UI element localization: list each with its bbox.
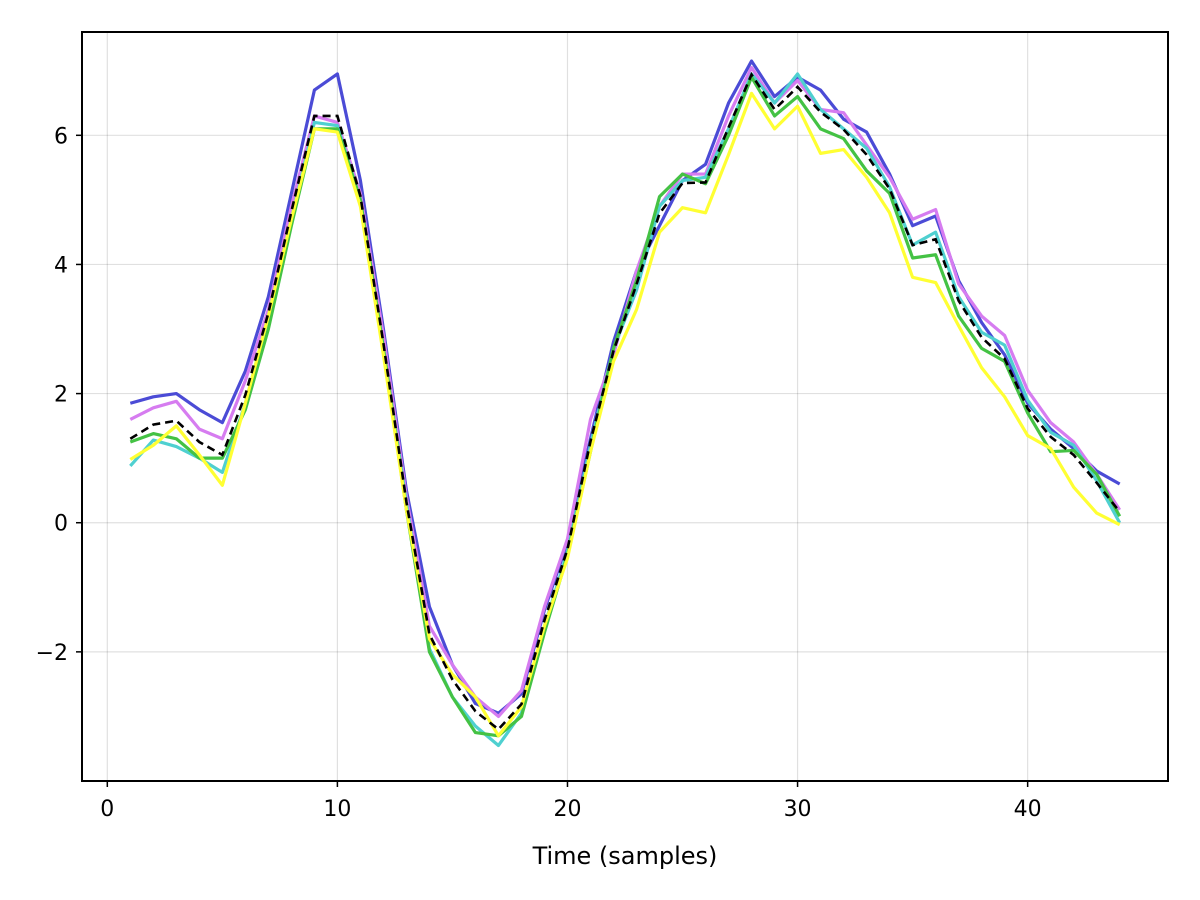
x-tick-label: 20 (553, 797, 581, 822)
series-line-3 (129, 72, 1122, 748)
y-tick-label: 4 (54, 253, 68, 278)
axis-ticks: 0 10 20 30 40 −2 0 2 4 6 (36, 124, 1042, 822)
series-line-4 (129, 75, 1122, 738)
dashed-series-line-6 (129, 71, 1121, 732)
plot-frame (81, 31, 1169, 782)
x-tick-label: 40 (1014, 797, 1042, 822)
series-line-2 (129, 65, 1122, 719)
series-line-1 (129, 59, 1121, 715)
y-tick-label: 0 (54, 512, 68, 537)
x-tick-label: 30 (784, 797, 812, 822)
x-tick-label: 0 (100, 797, 114, 822)
x-axis-title: Time (samples) (532, 842, 718, 870)
y-tick-label: −2 (36, 641, 68, 666)
x-tick-label: 10 (323, 797, 351, 822)
series-line-5 (129, 91, 1121, 738)
y-tick-label: 6 (54, 124, 68, 149)
series-group (129, 59, 1122, 748)
y-tick-label: 2 (54, 383, 68, 408)
